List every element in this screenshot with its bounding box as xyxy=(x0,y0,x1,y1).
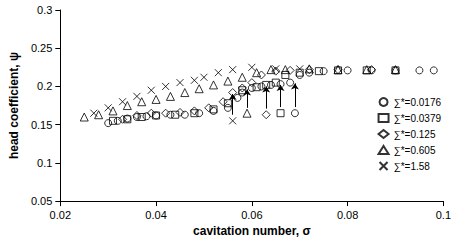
svg-text:0.25: 0.25 xyxy=(31,42,52,54)
svg-text:∑*=0.605: ∑*=0.605 xyxy=(394,145,436,156)
svg-text:0.3: 0.3 xyxy=(37,4,52,16)
svg-text:0.02: 0.02 xyxy=(50,209,71,221)
svg-text:0.1: 0.1 xyxy=(436,209,451,221)
svg-text:0.05: 0.05 xyxy=(31,195,52,207)
svg-text:∑*=0.125: ∑*=0.125 xyxy=(394,129,436,140)
svg-text:∑*=0.0379: ∑*=0.0379 xyxy=(394,113,442,124)
svg-text:∑*=1.58: ∑*=1.58 xyxy=(394,161,431,172)
svg-text:head coefficient, ψ: head coefficient, ψ xyxy=(7,52,21,159)
svg-text:0.08: 0.08 xyxy=(337,209,358,221)
svg-text:0.1: 0.1 xyxy=(37,157,52,169)
svg-text:0.15: 0.15 xyxy=(31,119,52,131)
svg-text:0.04: 0.04 xyxy=(145,209,166,221)
svg-text:0.06: 0.06 xyxy=(241,209,262,221)
svg-text:cavitation number, σ: cavitation number, σ xyxy=(193,224,311,238)
svg-text:0.2: 0.2 xyxy=(37,80,52,92)
svg-text:∑*=0.0176: ∑*=0.0176 xyxy=(394,97,442,108)
